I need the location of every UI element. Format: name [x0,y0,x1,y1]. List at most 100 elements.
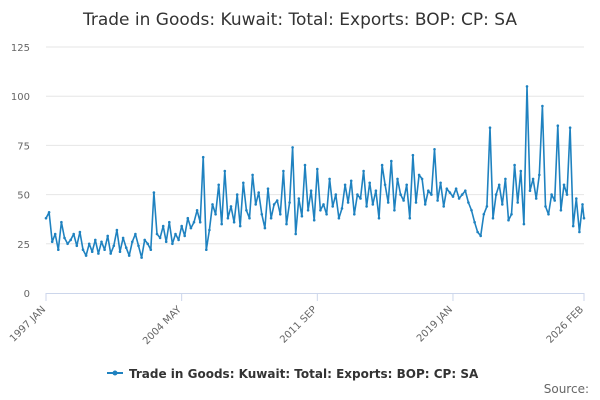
data-point [84,254,88,257]
x-tick-label: 2004 MAY [141,304,184,347]
data-point [275,199,279,202]
data-point [294,232,298,236]
data-point [192,220,196,224]
data-point [309,189,313,192]
data-point [272,203,276,206]
data-point [445,187,449,190]
data-point [513,163,516,167]
data-point [544,205,547,208]
data-point [377,216,381,220]
data-point [72,232,75,236]
data-point [201,155,205,159]
data-point [482,213,486,216]
data-point [140,256,143,259]
data-point [297,197,301,200]
data-point [359,197,362,200]
data-point [87,242,91,246]
data-point [439,181,442,185]
data-point [60,220,63,224]
source-credit[interactable]: Source: [544,382,589,396]
data-point [460,193,464,196]
data-point [226,216,230,220]
data-point [553,199,556,202]
data-point [137,244,140,248]
data-point [115,228,119,232]
data-point [168,220,171,224]
data-point [134,232,137,236]
data-point [152,191,156,194]
data-point [430,193,433,196]
data-point [229,205,233,208]
data-point [494,193,498,196]
data-point [189,226,193,230]
data-point [423,203,427,206]
data-point [161,224,165,228]
data-point [131,240,134,244]
data-point [581,203,584,206]
data-point [436,199,439,202]
data-point [205,248,208,251]
data-point [291,146,294,149]
data-point [322,203,325,206]
data-point [528,189,532,192]
data-point [417,173,421,177]
data-point [217,183,220,187]
data-point [78,230,82,234]
data-point [522,222,526,226]
data-point [106,234,109,238]
data-point [331,205,335,208]
data-point [319,209,322,212]
x-tick-label: 1997 JAN [8,304,48,344]
data-point [442,205,446,208]
data-point [559,209,563,212]
data-point [408,216,412,220]
data-point [50,240,54,244]
y-tick-label: 125 [11,43,30,54]
data-point [285,222,288,226]
data-point [248,216,251,220]
data-point [260,213,264,216]
gridlines [46,46,584,245]
data-point [405,183,409,187]
data-point [306,209,310,212]
data-point [69,238,72,242]
data-point [349,179,353,183]
data-point [568,126,572,129]
data-point [208,228,211,232]
data-point [214,213,217,216]
data-point [186,216,190,220]
data-point [100,240,103,244]
data-point [374,189,378,192]
data-point [325,213,328,216]
data-point [112,244,116,248]
data-point [44,216,48,220]
data-point [312,218,316,222]
data-point [510,213,513,216]
x-axis-ticks: 1997 JAN 2004 MAY 2011 SEP 2019 JAN 2026 FEB [8,293,586,347]
data-point [75,244,79,248]
data-point [473,220,476,224]
data-point [371,203,375,206]
data-point [470,209,473,212]
data-point [547,213,550,216]
data-point [66,242,69,246]
data-point [507,218,510,222]
data-point [433,148,436,151]
data-point [235,193,239,196]
data-point [402,199,405,202]
data-point [300,214,304,218]
data-point [183,234,186,238]
data-point [158,236,162,240]
data-point [251,173,254,177]
legend[interactable]: Trade in Goods: Kuwait: Total: Exports: … [107,367,479,381]
data-point [485,205,489,208]
data-point [242,181,245,185]
data-point [334,193,338,196]
legend-marker-symbol [112,370,118,376]
data-point [94,238,97,242]
data-point [491,216,495,220]
data-point [220,222,223,226]
data-point [223,169,227,173]
data-point [538,173,541,177]
legend-label[interactable]: Trade in Goods: Kuwait: Total: Exports: … [129,367,479,381]
